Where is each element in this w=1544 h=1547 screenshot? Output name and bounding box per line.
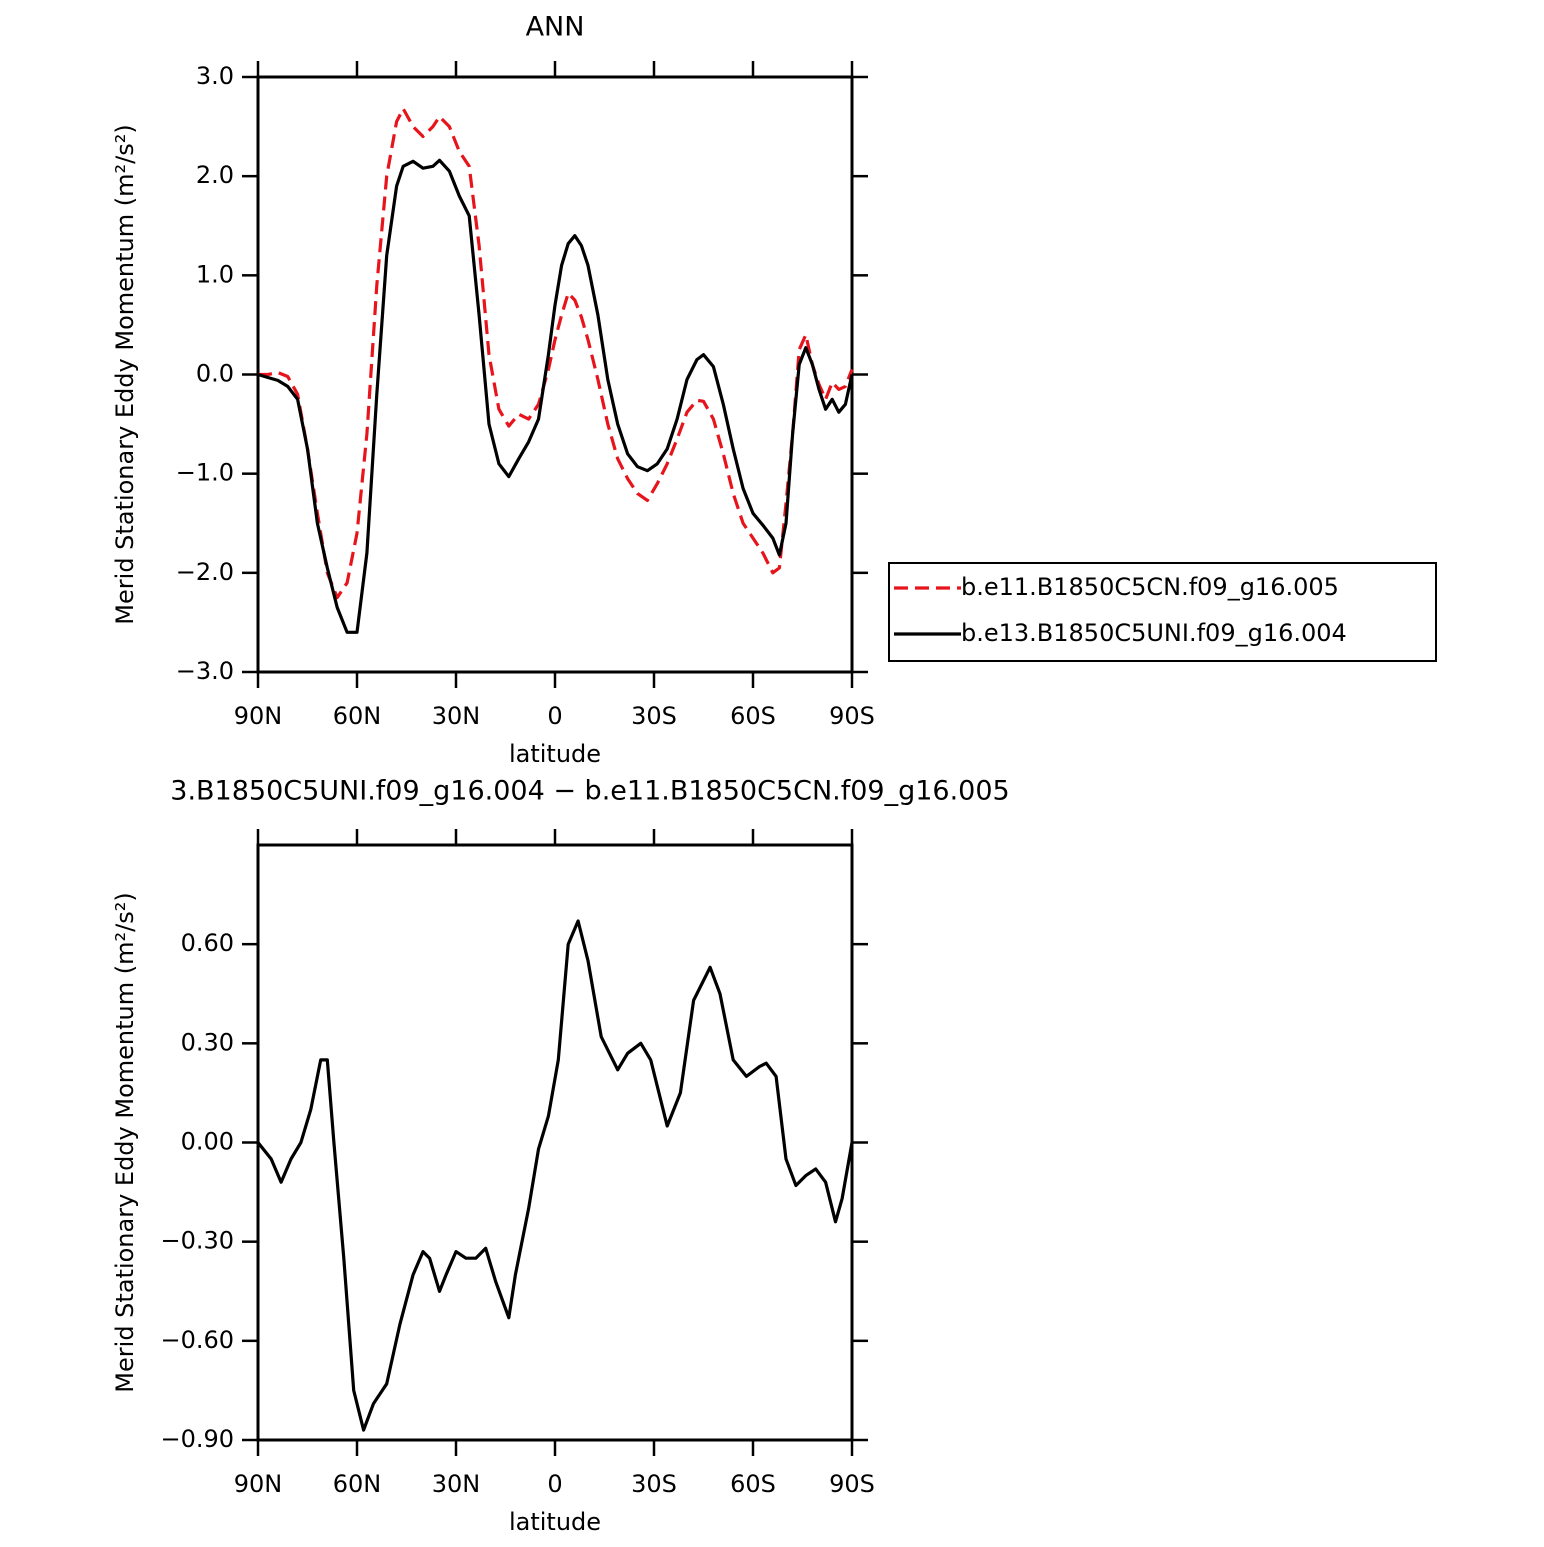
- y-tick-label: 0.30: [181, 1028, 234, 1056]
- x-tick-label: 60S: [730, 702, 776, 730]
- y-axis-label: Merid Stationary Eddy Momentum (m²/s²): [111, 892, 139, 1392]
- y-tick-label: −2.0: [176, 558, 234, 586]
- y-tick-label: 3.0: [196, 62, 234, 90]
- x-axis-label: latitude: [509, 1508, 601, 1536]
- x-tick-label: 0: [547, 1470, 562, 1498]
- chart-title: 3.B1850C5UNI.f09_g16.004 − b.e11.B1850C5…: [170, 776, 1009, 807]
- y-tick-label: −0.60: [160, 1326, 234, 1354]
- data-line: [256, 919, 854, 1432]
- x-tick-label: 90S: [829, 1470, 875, 1498]
- y-tick-label: −0.30: [160, 1227, 234, 1255]
- y-tick-label: −1.0: [176, 459, 234, 487]
- data-line: [257, 158, 854, 634]
- legend-frame: [888, 562, 1437, 662]
- x-tick-label: 30N: [432, 702, 481, 730]
- x-tick-label: 90S: [829, 702, 875, 730]
- data-line: [258, 107, 854, 600]
- x-tick-label: 30S: [631, 1470, 677, 1498]
- y-tick-label: 0.0: [196, 360, 234, 388]
- legend-label: b.e13.B1850C5UNI.f09_g16.004: [961, 619, 1347, 647]
- y-tick-label: 0.00: [181, 1128, 234, 1156]
- chart-title: ANN: [526, 12, 585, 43]
- y-tick-label: −3.0: [176, 657, 234, 685]
- x-tick-label: 90N: [234, 1470, 283, 1498]
- x-tick-label: 30N: [432, 1470, 481, 1498]
- x-tick-label: 60S: [730, 1470, 776, 1498]
- legend-label: b.e11.B1850C5CN.f09_g16.005: [961, 573, 1339, 601]
- x-tick-label: 0: [547, 702, 562, 730]
- y-axis-label: Merid Stationary Eddy Momentum (m²/s²): [111, 124, 139, 624]
- x-tick-label: 30S: [631, 702, 677, 730]
- x-tick-label: 60N: [333, 702, 382, 730]
- y-tick-label: 1.0: [196, 260, 234, 288]
- y-tick-label: 2.0: [196, 161, 234, 189]
- x-axis-label: latitude: [509, 740, 601, 768]
- y-tick-label: −0.90: [160, 1425, 234, 1453]
- plot-frame: [256, 843, 854, 1442]
- y-tick-label: 0.60: [181, 929, 234, 957]
- x-tick-label: 60N: [333, 1470, 382, 1498]
- x-tick-label: 90N: [234, 702, 283, 730]
